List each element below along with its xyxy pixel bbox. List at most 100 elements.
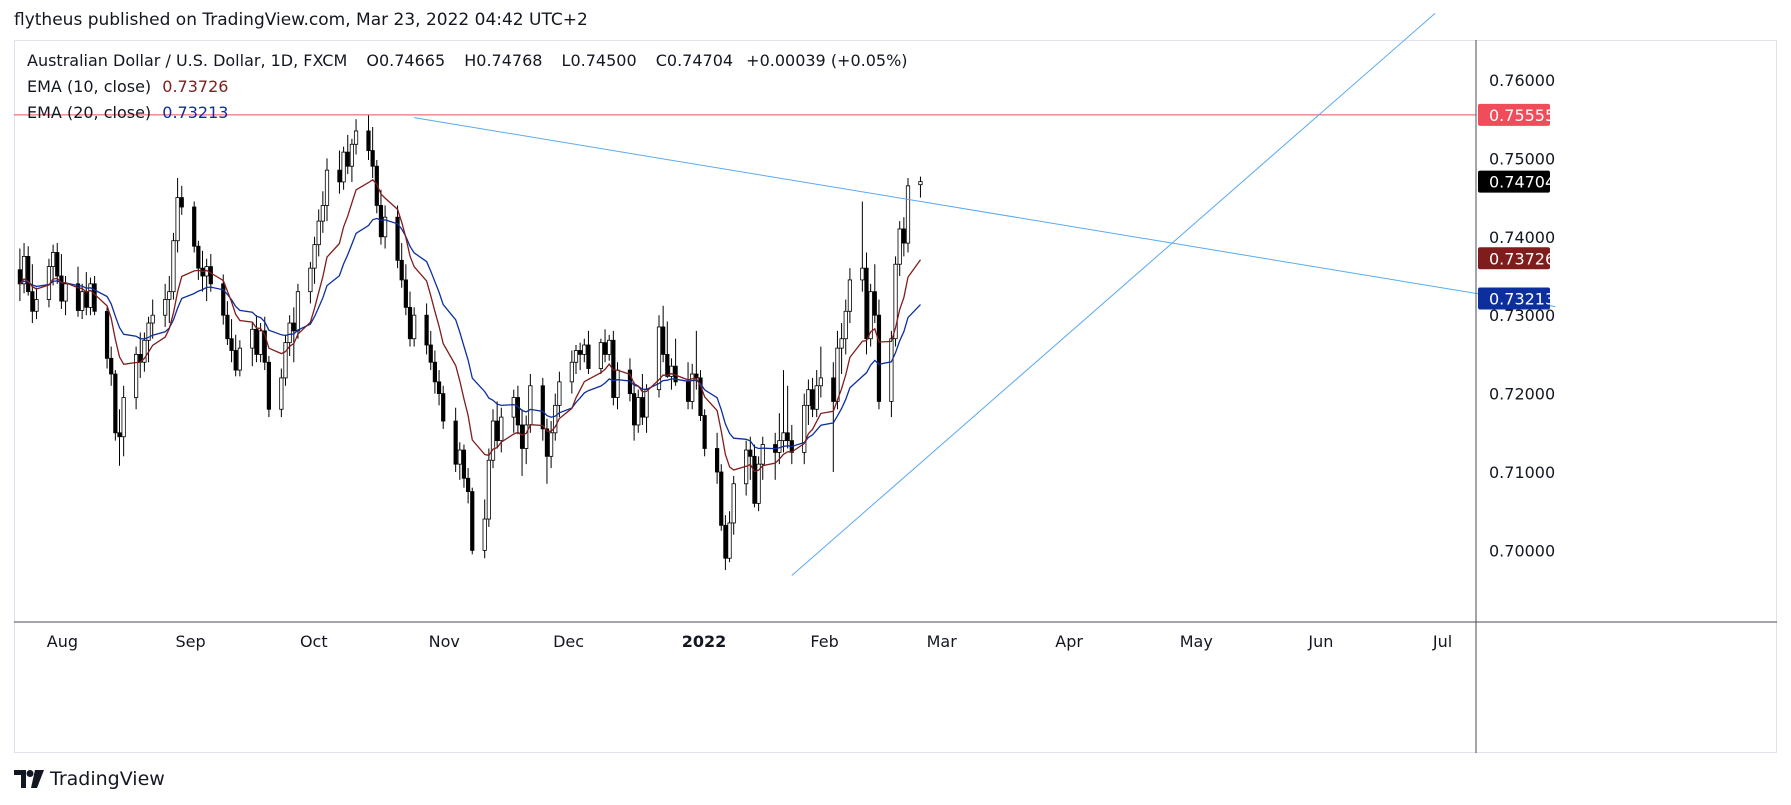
ema-layer — [19, 178, 922, 473]
time-tick-label: Feb — [810, 632, 838, 651]
candle — [553, 393, 558, 441]
footer-branding[interactable]: TradingView — [14, 768, 165, 790]
candle-body — [453, 420, 458, 465]
candle-body — [349, 143, 355, 167]
candle — [424, 303, 429, 355]
candle-body — [266, 361, 272, 410]
candle-body — [436, 381, 442, 394]
candle-body — [640, 397, 645, 418]
candle — [370, 127, 375, 178]
price-tick-label: 0.74000 — [1489, 228, 1555, 247]
legend-close-label: C — [655, 51, 667, 70]
ema10-price-label-bg — [1478, 247, 1550, 270]
candle — [316, 209, 321, 257]
candle-body — [412, 314, 417, 340]
last-price-label: 0.74704 — [1478, 170, 1555, 193]
candle-body — [287, 322, 292, 344]
candle — [656, 315, 662, 398]
candle-body — [30, 291, 35, 312]
legend-ema20-value: 0.73213 — [162, 103, 229, 122]
candle — [756, 456, 761, 512]
candle — [632, 381, 637, 441]
candle — [872, 264, 877, 324]
candle — [773, 432, 778, 480]
candle-body — [17, 269, 23, 285]
candle-body — [470, 491, 475, 551]
candle-body — [528, 385, 533, 426]
candles-layer — [17, 115, 923, 570]
candle — [353, 119, 359, 155]
candle-body — [424, 314, 429, 346]
candle-body — [171, 240, 176, 293]
ascending-trendline — [791, 12, 1436, 576]
candle-body — [785, 432, 790, 442]
candle — [831, 362, 836, 472]
candle — [918, 176, 923, 198]
candle-body — [540, 385, 545, 430]
time-tick-label: Apr — [1055, 632, 1083, 651]
candle-body — [802, 404, 807, 453]
candle-body — [777, 440, 782, 453]
candle — [403, 264, 408, 316]
candle — [557, 371, 562, 418]
candle — [104, 307, 110, 369]
candle — [34, 287, 39, 320]
candle — [586, 330, 591, 374]
candle-body — [549, 432, 554, 457]
candle-body — [104, 310, 110, 359]
candle-body — [26, 255, 31, 293]
candle — [482, 499, 487, 559]
candle — [92, 276, 97, 316]
legend-close-value: 0.74704 — [666, 51, 734, 70]
candle — [864, 252, 869, 355]
candle-body — [229, 338, 234, 351]
price-tick-label: 0.71000 — [1489, 463, 1555, 482]
candle — [640, 374, 645, 425]
candle-body — [378, 205, 384, 238]
candle-body — [544, 428, 550, 457]
candle — [544, 418, 550, 484]
chart-frame[interactable] — [14, 40, 1777, 753]
candle — [133, 346, 139, 410]
candle — [17, 248, 23, 302]
candle — [499, 407, 504, 453]
ema20-price-label: 0.73213 — [1478, 287, 1555, 310]
ema10-price-label: 0.73726 — [1478, 247, 1555, 270]
candle — [412, 307, 417, 347]
candle-body — [75, 283, 81, 311]
candle — [337, 150, 342, 194]
candle — [225, 301, 230, 345]
time-tick-label: Dec — [553, 632, 584, 651]
candle — [519, 409, 525, 476]
candle — [748, 436, 753, 480]
time-tick-label: Oct — [300, 632, 328, 651]
candle-body — [345, 151, 350, 167]
candle — [843, 299, 848, 355]
candle-body — [893, 263, 898, 340]
candle-body — [582, 344, 587, 355]
legend-high-value: 0.74768 — [476, 51, 543, 70]
candle — [399, 243, 404, 288]
candle — [752, 444, 757, 508]
candle-body — [353, 130, 359, 145]
candle-body — [167, 291, 172, 300]
candle — [26, 246, 31, 296]
candle — [453, 407, 458, 472]
candle — [495, 401, 500, 449]
candle — [897, 221, 902, 276]
candle-body — [399, 259, 404, 281]
legend-ema20[interactable]: EMA (20, close) 0.73213 — [27, 103, 228, 122]
candle — [382, 205, 388, 249]
candle — [250, 323, 255, 367]
candle-body — [860, 267, 865, 281]
candle — [465, 468, 471, 504]
candle-body — [818, 377, 823, 387]
candle-body — [403, 279, 408, 308]
legend-ema10[interactable]: EMA (10, close) 0.73726 — [27, 77, 228, 96]
candle — [802, 393, 807, 465]
legend-low-value: 0.74500 — [570, 51, 637, 70]
candle — [461, 444, 467, 488]
candle-body — [34, 299, 39, 312]
candle — [59, 254, 64, 309]
